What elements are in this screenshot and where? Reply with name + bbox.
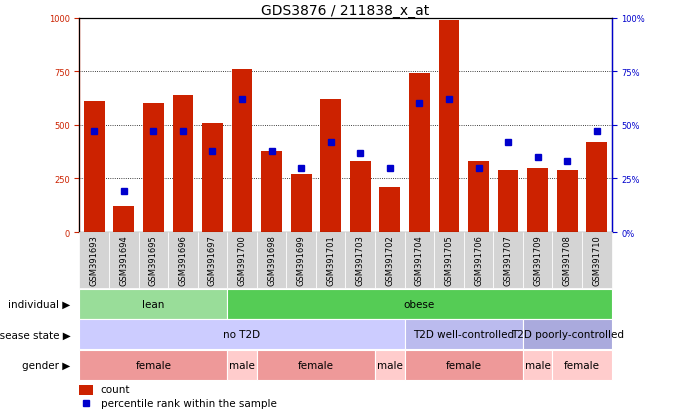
Text: T2D well-controlled: T2D well-controlled bbox=[413, 330, 514, 339]
Bar bbox=[173, 95, 193, 233]
Bar bbox=[523, 350, 552, 380]
Bar bbox=[286, 233, 316, 288]
Bar bbox=[79, 320, 405, 349]
Text: female: female bbox=[564, 360, 600, 370]
Text: GSM391694: GSM391694 bbox=[120, 234, 129, 285]
Text: count: count bbox=[101, 385, 130, 394]
Bar bbox=[350, 162, 370, 233]
Text: GSM391702: GSM391702 bbox=[386, 234, 395, 285]
Bar bbox=[375, 233, 405, 288]
Bar bbox=[143, 104, 164, 233]
Text: GSM391698: GSM391698 bbox=[267, 234, 276, 285]
Text: female: female bbox=[446, 360, 482, 370]
Bar bbox=[261, 151, 282, 233]
Text: GSM391696: GSM391696 bbox=[178, 234, 187, 285]
Text: GSM391693: GSM391693 bbox=[90, 234, 99, 285]
Text: GSM391708: GSM391708 bbox=[562, 234, 571, 285]
Bar bbox=[439, 21, 460, 233]
Bar bbox=[316, 233, 346, 288]
Bar bbox=[375, 350, 405, 380]
Text: GSM391695: GSM391695 bbox=[149, 234, 158, 285]
Bar bbox=[379, 188, 400, 233]
Bar bbox=[227, 289, 612, 319]
Text: gender ▶: gender ▶ bbox=[22, 360, 70, 370]
Bar bbox=[405, 320, 523, 349]
Bar bbox=[582, 233, 612, 288]
Bar bbox=[405, 233, 434, 288]
Bar bbox=[109, 233, 139, 288]
Bar bbox=[257, 233, 286, 288]
Bar bbox=[79, 233, 109, 288]
Text: GSM391699: GSM391699 bbox=[296, 234, 305, 285]
Bar bbox=[257, 350, 375, 380]
Bar bbox=[291, 175, 312, 233]
Bar bbox=[405, 350, 523, 380]
Text: male: male bbox=[377, 360, 403, 370]
Bar bbox=[168, 233, 198, 288]
Bar bbox=[527, 169, 548, 233]
Bar bbox=[227, 233, 257, 288]
Bar bbox=[523, 320, 612, 349]
Bar bbox=[198, 233, 227, 288]
Text: GSM391703: GSM391703 bbox=[356, 234, 365, 285]
Text: percentile rank within the sample: percentile rank within the sample bbox=[101, 398, 276, 408]
Title: GDS3876 / 211838_x_at: GDS3876 / 211838_x_at bbox=[261, 4, 430, 18]
Text: GSM391697: GSM391697 bbox=[208, 234, 217, 285]
Bar bbox=[79, 350, 227, 380]
Text: GSM391706: GSM391706 bbox=[474, 234, 483, 285]
Bar bbox=[202, 123, 223, 233]
Bar bbox=[464, 233, 493, 288]
Text: GSM391710: GSM391710 bbox=[592, 234, 601, 285]
Bar bbox=[321, 100, 341, 233]
Text: no T2D: no T2D bbox=[223, 330, 261, 339]
Bar bbox=[434, 233, 464, 288]
Text: GSM391701: GSM391701 bbox=[326, 234, 335, 285]
Bar bbox=[409, 74, 430, 233]
Bar bbox=[552, 350, 612, 380]
Text: male: male bbox=[524, 360, 551, 370]
Bar bbox=[468, 162, 489, 233]
Bar bbox=[587, 142, 607, 233]
Bar bbox=[493, 233, 523, 288]
Text: lean: lean bbox=[142, 299, 164, 309]
Bar bbox=[113, 207, 134, 233]
Text: T2D poorly-controlled: T2D poorly-controlled bbox=[511, 330, 624, 339]
Text: GSM391700: GSM391700 bbox=[238, 234, 247, 285]
Bar bbox=[79, 289, 227, 319]
Text: disease state ▶: disease state ▶ bbox=[0, 330, 70, 339]
Text: female: female bbox=[298, 360, 334, 370]
Text: GSM391705: GSM391705 bbox=[444, 234, 453, 285]
Bar bbox=[227, 350, 257, 380]
Bar bbox=[552, 233, 582, 288]
Bar bbox=[523, 233, 552, 288]
Bar bbox=[231, 70, 252, 233]
Text: female: female bbox=[135, 360, 171, 370]
Bar bbox=[346, 233, 375, 288]
Text: GSM391709: GSM391709 bbox=[533, 234, 542, 285]
Bar bbox=[498, 171, 518, 233]
Text: GSM391707: GSM391707 bbox=[504, 234, 513, 285]
Bar bbox=[139, 233, 168, 288]
Text: GSM391704: GSM391704 bbox=[415, 234, 424, 285]
Bar bbox=[557, 171, 578, 233]
Bar bbox=[84, 102, 104, 233]
Text: obese: obese bbox=[404, 299, 435, 309]
Text: individual ▶: individual ▶ bbox=[8, 299, 70, 309]
Text: male: male bbox=[229, 360, 255, 370]
Bar bbox=[79, 385, 93, 395]
